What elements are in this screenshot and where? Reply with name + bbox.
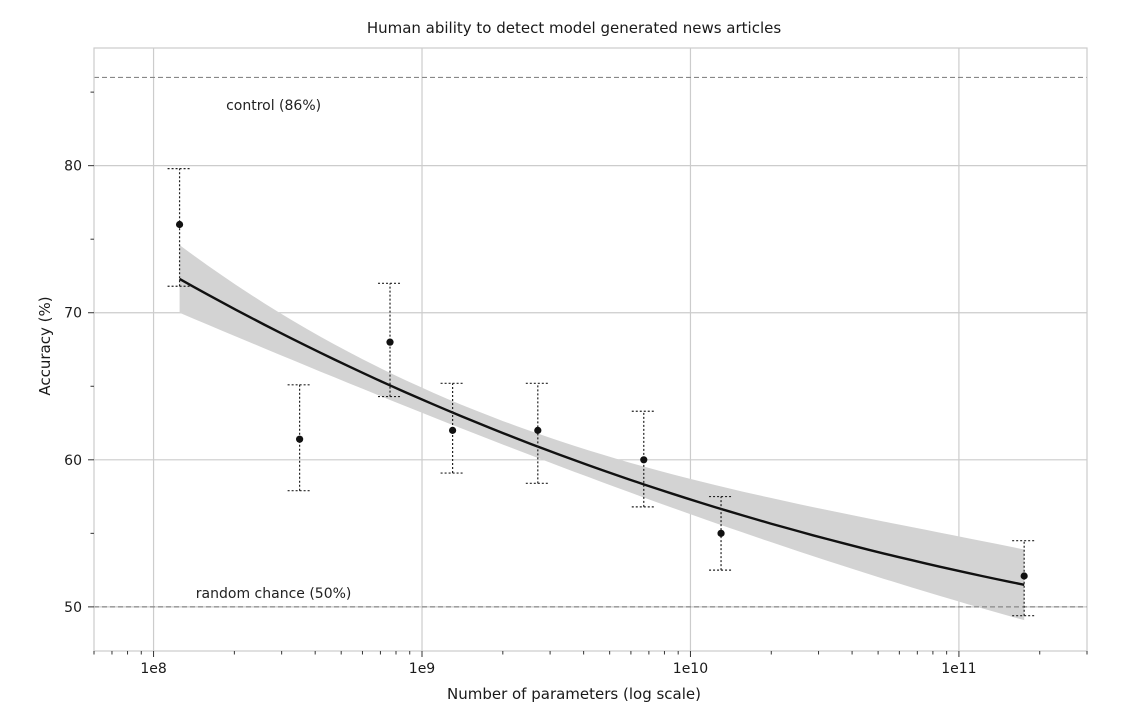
x-tick-label: 1e10 <box>673 661 708 677</box>
ticks-layer: 1e8 1e9 1e10 1e11 50 60 70 80 <box>64 91 1088 677</box>
error-bar <box>525 382 550 484</box>
y-tick-label: 70 <box>64 306 82 322</box>
x-axis-label: Number of parameters (log scale) <box>447 685 701 703</box>
data-point <box>296 435 304 443</box>
data-point <box>640 456 648 464</box>
reference-lines-layer: control (86%) random chance (50%) <box>94 76 1087 608</box>
reference-line-label: random chance (50%) <box>196 586 352 602</box>
x-tick-label: 1e9 <box>409 661 435 677</box>
trend-line <box>179 277 1025 586</box>
error-bar <box>631 410 656 508</box>
y-tick-label: 50 <box>64 600 82 616</box>
y-tick-label: 80 <box>64 159 82 175</box>
points-layer <box>175 220 1028 580</box>
trend-layer <box>179 277 1025 586</box>
data-point <box>1020 572 1028 580</box>
plot-frame <box>93 47 1088 652</box>
data-point <box>386 338 394 346</box>
x-tick-label: 1e8 <box>140 661 166 677</box>
confidence-band <box>179 245 1025 621</box>
y-tick-label: 60 <box>64 453 82 469</box>
data-point <box>448 426 457 434</box>
x-tick-label: 1e11 <box>941 661 976 677</box>
data-point <box>717 529 725 537</box>
frame-layer <box>93 47 1088 652</box>
chart-title: Human ability to detect model generated … <box>367 19 782 37</box>
band-layer <box>179 245 1025 621</box>
data-point <box>534 426 542 434</box>
error-bar <box>167 168 192 287</box>
reference-line-label: control (86%) <box>226 98 321 114</box>
data-point <box>175 220 184 229</box>
y-axis-label: Accuracy (%) <box>36 296 54 395</box>
